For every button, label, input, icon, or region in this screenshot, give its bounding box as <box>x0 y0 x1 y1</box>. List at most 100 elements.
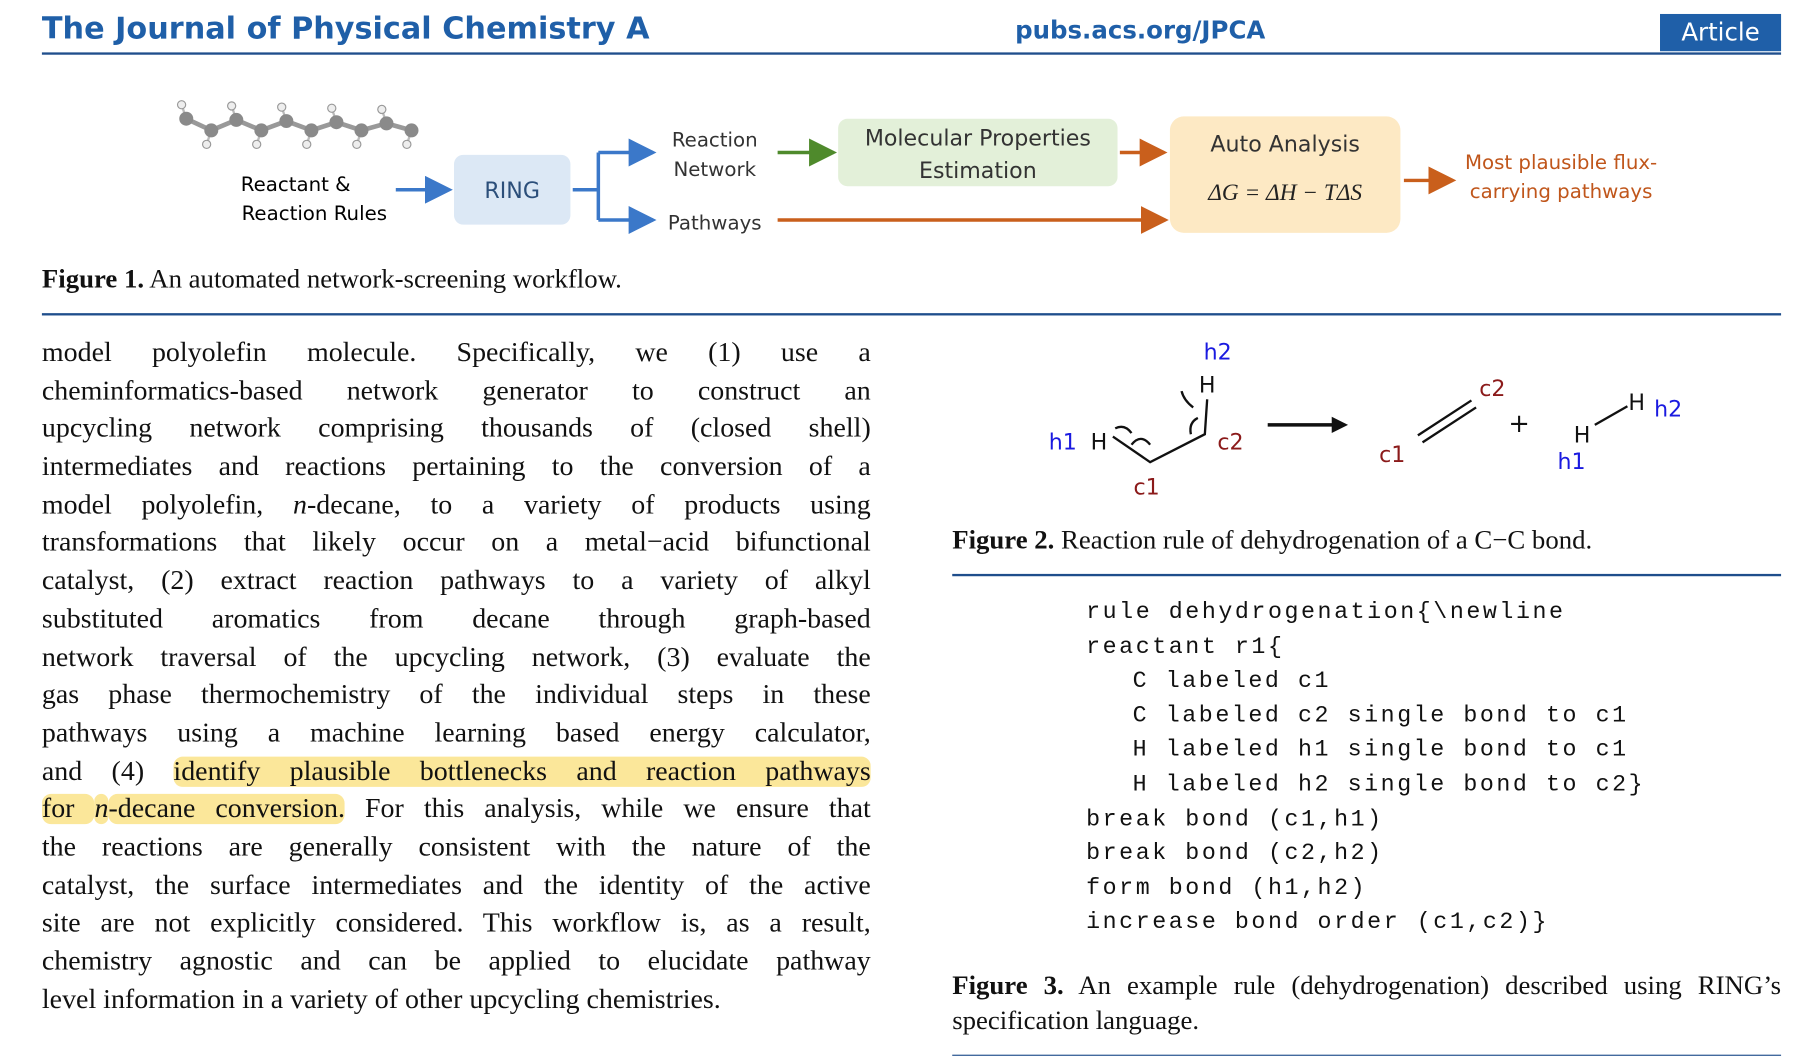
atom-label: c1 <box>1379 442 1405 468</box>
figure-rule <box>952 573 1782 577</box>
text-run: network traversal of the upcycling netwo… <box>41 642 871 673</box>
carbon <box>254 123 269 138</box>
highlighted-text: identify plausible bottlenecks and react… <box>173 756 871 787</box>
ring-label: RING <box>484 178 540 204</box>
code-line: break bond (c1,h1) <box>1086 806 1384 833</box>
text-run: site are not explicitly considered. This… <box>41 908 871 939</box>
highlighted-text: n <box>94 794 109 825</box>
text-run: upcycling network comprising thousands o… <box>41 413 871 444</box>
text-run: substituted aromatics from decane throug… <box>41 603 871 635</box>
text-run: gas phase thermochemistry of the individ… <box>41 680 871 711</box>
text-line: network traversal of the upcycling netwo… <box>42 639 871 677</box>
body-text: model polyolefin molecule. Specifically,… <box>41 334 871 1019</box>
caption-label: Figure 1. <box>41 264 145 294</box>
text-line: chemistry agnostic and can be applied to… <box>42 943 871 981</box>
carbon <box>404 123 419 138</box>
analysis-label: Auto Analysis <box>1210 131 1359 157</box>
text-run: For this analysis, while we ensure that <box>344 794 871 825</box>
figure-1-caption: Figure 1. An automated network-screening… <box>42 264 622 294</box>
article-badge: Article <box>1660 13 1782 52</box>
carbon <box>179 111 194 126</box>
hydrogen <box>302 139 312 150</box>
arrowhead <box>1331 416 1349 434</box>
journal-url[interactable]: pubs.acs.org/JPCA <box>1015 16 1266 45</box>
text-run: level information in a variety of other … <box>41 984 721 1015</box>
network-label: Network <box>673 158 756 181</box>
code-line: rule dehydrogenation{\newline <box>1086 599 1566 627</box>
branch <box>572 152 601 221</box>
carbon <box>279 114 294 129</box>
figure-rule <box>41 313 1782 316</box>
highlighted-text: -decane conversion. <box>108 794 345 825</box>
atom-label: h1 <box>1557 449 1585 475</box>
text-line: cheminformatics-based network generator … <box>42 372 871 410</box>
atom-label: h2 <box>1204 340 1232 366</box>
text-run: and (4) <box>41 756 174 787</box>
reactant-label: Reaction Rules <box>242 202 387 225</box>
code-line: C labeled c2 single bond to c1 <box>1132 702 1629 730</box>
atom-label: H <box>1091 429 1108 455</box>
plus-sign: + <box>1508 409 1529 439</box>
caption-text: Reaction rule of dehydrogenation of a C−… <box>1054 525 1593 555</box>
hydrogen <box>252 139 262 150</box>
text-line: level information in a variety of other … <box>42 981 871 1019</box>
carbon <box>379 116 394 131</box>
hydrogen <box>226 101 237 111</box>
pathways-label: Pathways <box>668 211 762 234</box>
code-line: H labeled h2 single bond to c2} <box>1132 771 1646 799</box>
atom-label: H <box>1199 372 1216 398</box>
text-line: pathways using a machine learning based … <box>42 715 871 753</box>
atom-label: H <box>1628 390 1645 416</box>
atom-label: H <box>1574 422 1591 448</box>
caption-text: An example rule (dehydrogenation) descri… <box>952 970 1782 1035</box>
text-run: catalyst, (2) extract reaction pathways … <box>41 565 871 597</box>
carbon <box>229 112 244 127</box>
text-run: chemistry agnostic and can be applied to… <box>41 946 871 977</box>
text-line: model polyolefin molecule. Specifically,… <box>42 334 871 372</box>
equation: ΔG = ΔH − TΔS <box>1207 180 1362 206</box>
text-run: model polyolefin molecule. Specifically,… <box>41 337 871 368</box>
properties-label: Molecular Properties <box>865 126 1091 152</box>
text-run: intermediates and reactions pertaining t… <box>41 451 871 483</box>
text-line: model polyolefin, n-decane, to a variety… <box>42 486 871 524</box>
text-line: intermediates and reactions pertaining t… <box>42 448 871 486</box>
hydrogen <box>327 103 337 113</box>
code-line: C labeled c1 <box>1132 668 1332 696</box>
text-line: transformations that likely occur on a m… <box>42 524 871 562</box>
hydrogen <box>176 100 187 110</box>
bonds <box>1112 390 1628 464</box>
properties-box <box>838 118 1118 187</box>
highlighted-text: for <box>41 794 95 825</box>
code-line: form bond (h1,h2) <box>1086 875 1368 902</box>
analysis-box <box>1169 116 1401 233</box>
caption-label: Figure 2. <box>952 525 1055 555</box>
code-block: rule dehydrogenation{\newline reactant r1… <box>1086 596 1645 941</box>
reactant-label: Reactant & <box>241 173 351 196</box>
code-line: reactant r1{ <box>1086 633 1285 661</box>
text-line: for n-decane conversion. For this analys… <box>41 791 871 829</box>
network-label: Reaction <box>672 129 758 152</box>
text-run: n <box>292 489 307 521</box>
text-line: catalyst, (2) extract reaction pathways … <box>42 562 871 600</box>
atom-label: c2 <box>1217 429 1243 455</box>
figure-rule <box>952 1054 1782 1056</box>
hydrogen <box>402 139 412 150</box>
journal-title: The Journal of Physical Chemistry A <box>41 11 650 47</box>
atom-label: h2 <box>1654 397 1682 423</box>
ring-box <box>453 154 571 225</box>
text-line: catalyst, the surface intermediates and … <box>42 867 871 905</box>
text-line: and (4) identify plausible bottlenecks a… <box>42 753 871 791</box>
result-label: carrying pathways <box>1470 180 1653 203</box>
figure-3-caption: Figure 3. An example rule (dehydrogenati… <box>952 969 1781 1039</box>
hydrogen <box>277 102 287 112</box>
properties-label: Estimation <box>919 158 1037 184</box>
text-run: -decane, to a variety of products using <box>306 489 871 521</box>
carbon <box>329 115 344 130</box>
code-line: increase bond order (c1,c2)} <box>1086 909 1550 937</box>
text-line: gas phase thermochemistry of the individ… <box>42 677 871 715</box>
atom-label: c1 <box>1134 475 1160 501</box>
text-run: the reactions are generally consistent w… <box>41 832 871 863</box>
text-run: catalyst, the surface intermediates and … <box>41 870 871 901</box>
